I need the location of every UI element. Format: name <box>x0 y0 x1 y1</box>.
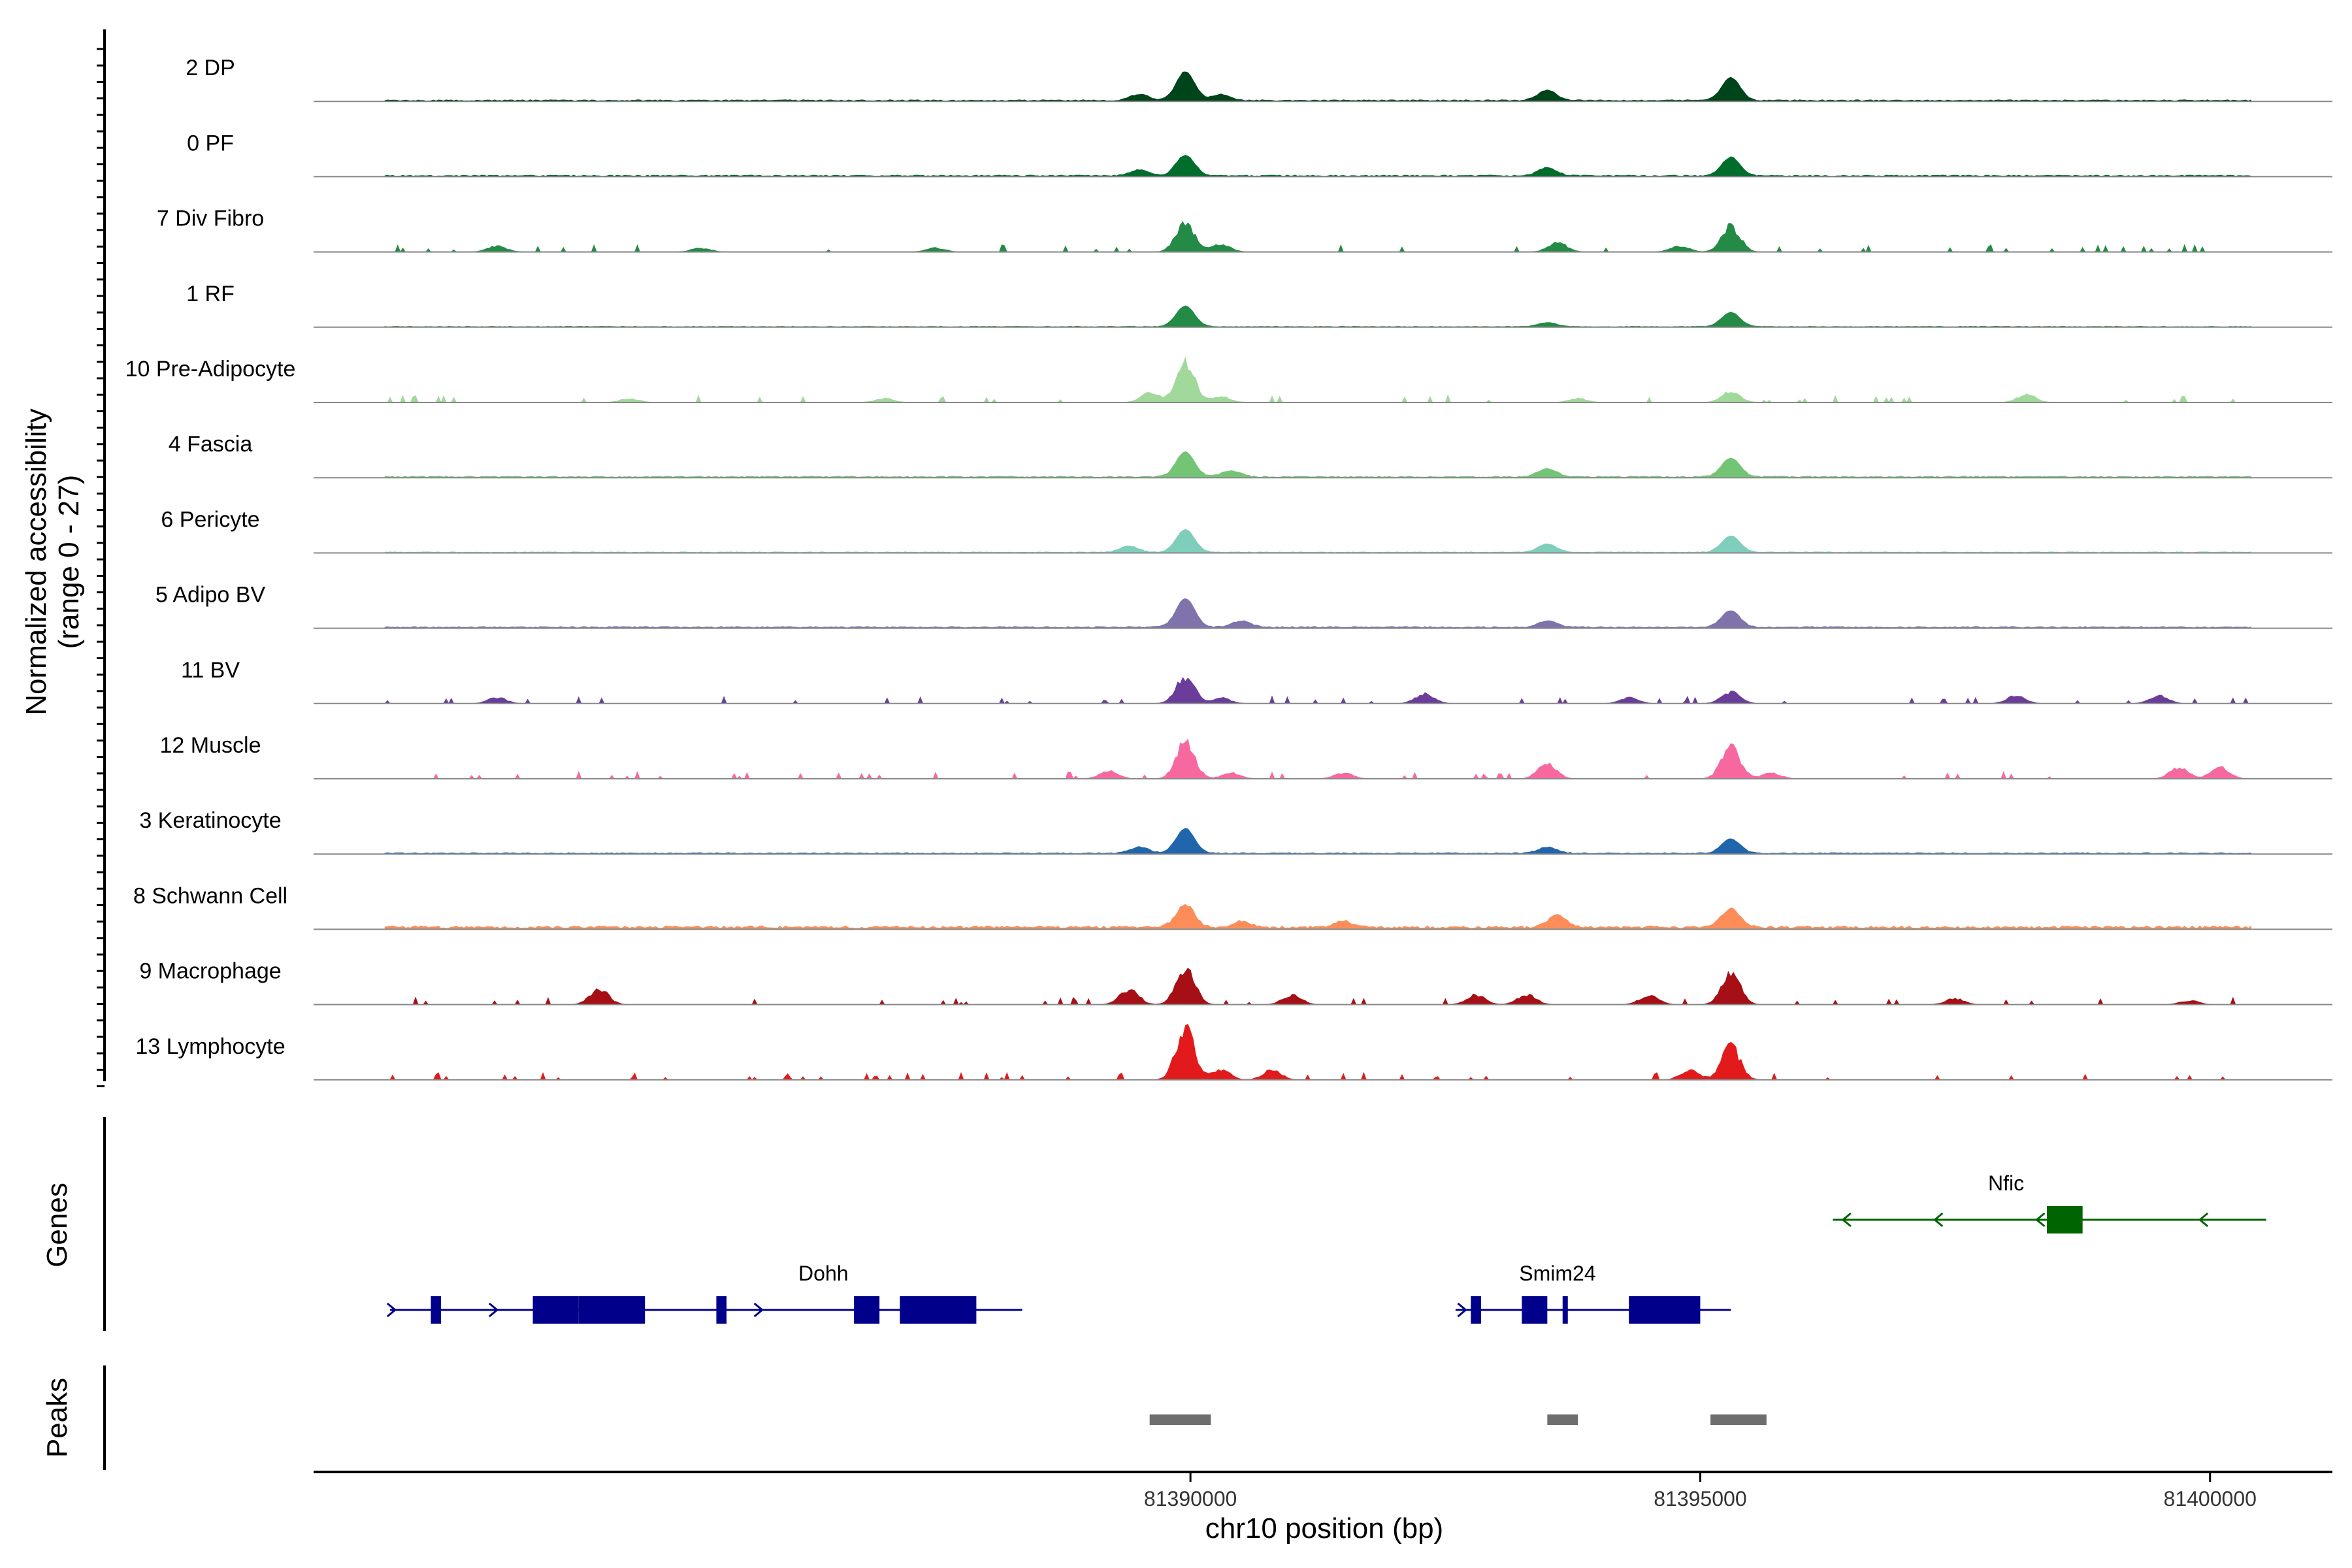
coverage-y-axis <box>97 29 106 1088</box>
gene-smim24: Smim24 <box>1455 1262 1731 1324</box>
gene-exon <box>532 1296 579 1324</box>
track-label: 6 Pericyte <box>161 507 259 532</box>
track-label: 5 Adipo BV <box>155 583 266 608</box>
track-label: 4 Fascia <box>169 432 253 457</box>
x-axis-ticks: 81390000 81395000 81400000 <box>1144 1472 2257 1511</box>
peak-region <box>1710 1414 1767 1425</box>
x-tick-label: 81400000 <box>2164 1487 2257 1511</box>
track-label: 9 Macrophage <box>139 959 281 984</box>
coverage-area <box>384 155 2251 177</box>
strand-arrow <box>753 1302 764 1318</box>
strand-arrow <box>2035 1212 2046 1228</box>
coverage-area <box>384 677 2251 704</box>
x-axis-title: chr10 position (bp) <box>1205 1512 1443 1544</box>
x-tick-label: 81390000 <box>1144 1487 1237 1511</box>
gene-exon <box>2047 1206 2083 1233</box>
track-label: 3 Keratinocyte <box>139 808 281 833</box>
strand-arrow <box>386 1302 397 1318</box>
strand-arrow <box>1533 1302 1544 1318</box>
track-label: 13 Lymphocyte <box>135 1034 285 1059</box>
strand-arrow <box>1457 1302 1467 1318</box>
gene-annotations: Dohh Smim24 Nfic <box>386 1171 2266 1324</box>
coverage-area <box>385 356 2251 404</box>
track-5-adipo-bv: 5 Adipo BV <box>155 583 2332 629</box>
coverage-area <box>385 221 2251 253</box>
track-10-pre-adipocyte: 10 Pre-Adipocyte <box>125 356 2332 404</box>
peaks-axis-title: Peaks <box>41 1378 73 1458</box>
track-6-pericyte: 6 Pericyte <box>161 507 2332 554</box>
coverage-area <box>384 305 2251 328</box>
x-tick-label: 81395000 <box>1654 1487 1746 1511</box>
track-12-muscle: 12 Muscle <box>160 733 2332 779</box>
track-3-keratinocyte: 3 Keratinocyte <box>139 808 2332 855</box>
strand-arrow <box>1933 1212 1944 1228</box>
track-label: 2 DP <box>186 56 235 80</box>
coverage-area <box>384 451 2251 478</box>
coverage-area <box>384 529 2251 553</box>
gene-exon <box>716 1296 727 1324</box>
track-13-lymphocyte: 13 Lymphocyte <box>135 1024 2332 1081</box>
track-label: 10 Pre-Adipocyte <box>125 357 296 382</box>
strand-arrow <box>488 1302 499 1318</box>
coverage-area <box>385 1024 2251 1081</box>
coverage-area <box>384 71 2251 102</box>
coverage-area <box>385 738 2251 779</box>
gene-label: Nfic <box>1988 1171 2024 1195</box>
genes-axis-title: Genes <box>41 1183 73 1267</box>
track-7-div-fibro: 7 Div Fibro <box>157 206 2332 253</box>
track-1-rf: 1 RF <box>186 282 2332 328</box>
track-0-pf: 0 PF <box>187 131 2332 178</box>
gene-exon <box>1629 1296 1701 1324</box>
coverage-y-axis-subtitle: (range 0 - 27) <box>53 475 85 649</box>
coverage-y-axis-title: Normalized accessibility <box>20 408 52 715</box>
gene-exon <box>578 1296 645 1324</box>
track-label: 1 RF <box>186 282 235 306</box>
track-8-schwann-cell: 8 Schwann Cell <box>133 883 2332 930</box>
track-label: 8 Schwann Cell <box>133 883 287 908</box>
peak-region <box>1547 1414 1578 1425</box>
track-label: 0 PF <box>187 131 234 155</box>
coverage-area <box>385 968 2251 1005</box>
gene-exon <box>431 1296 442 1324</box>
gene-label: Smim24 <box>1519 1262 1595 1285</box>
gene-exon <box>900 1296 977 1324</box>
gene-exon <box>1471 1296 1481 1324</box>
gene-exon <box>1562 1296 1568 1324</box>
track-label: 7 Div Fibro <box>157 206 264 231</box>
coverage-area <box>384 828 2251 855</box>
strand-arrow <box>2198 1212 2209 1228</box>
peak-regions <box>1149 1414 1767 1425</box>
peak-region <box>1149 1414 1211 1425</box>
gene-label: Dohh <box>798 1262 849 1285</box>
track-label: 11 BV <box>181 658 240 683</box>
coverage-area <box>384 598 2251 629</box>
track-2-dp: 2 DP <box>186 56 2332 103</box>
gene-dohh: Dohh <box>386 1262 1022 1324</box>
track-label: 12 Muscle <box>160 733 261 758</box>
track-4-fascia: 4 Fascia <box>169 432 2332 479</box>
gene-nfic: Nfic <box>1833 1171 2266 1233</box>
track-9-macrophage: 9 Macrophage <box>139 959 2332 1005</box>
strand-arrow <box>1841 1212 1852 1228</box>
gene-exon <box>854 1296 880 1324</box>
coverage-area <box>384 904 2251 930</box>
track-11-bv: 11 BV <box>181 658 2332 704</box>
coverage-tracks: 2 DP 0 PF 7 Div Fibro 1 RF 10 Pre-Adipocyte 4… <box>125 56 2332 1081</box>
